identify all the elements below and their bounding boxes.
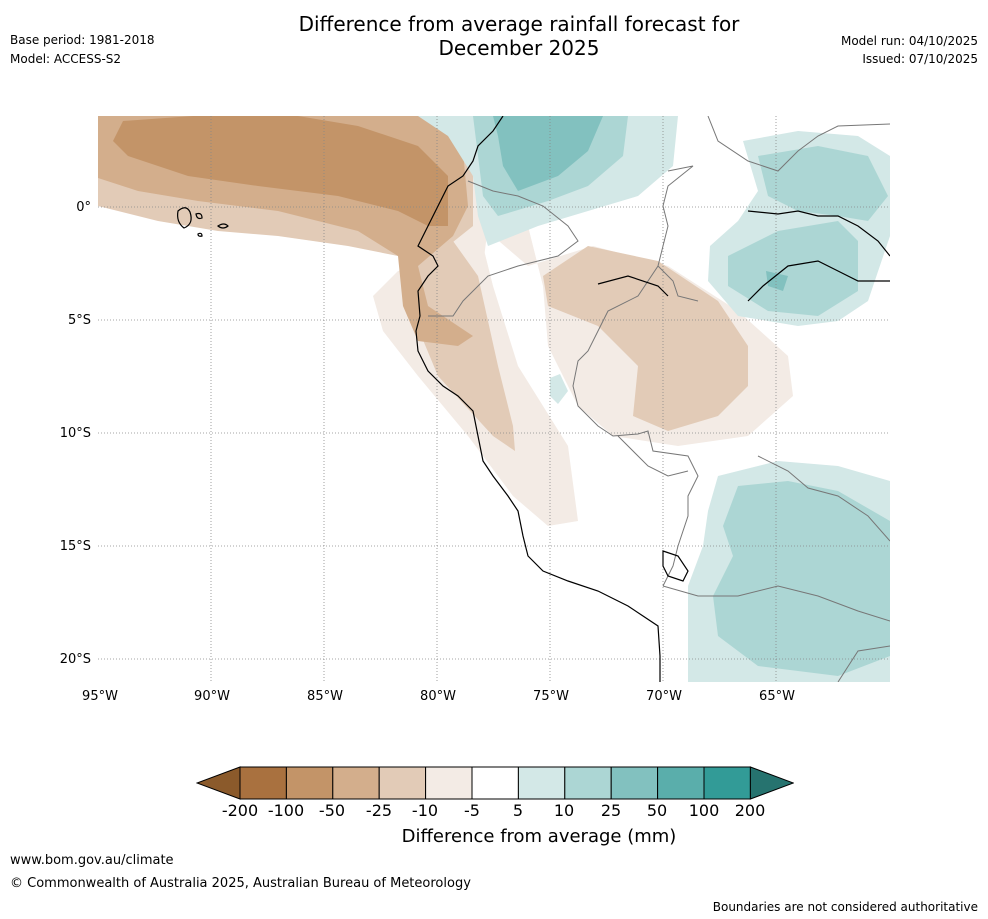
dry-zone-m25-amazon — [543, 246, 748, 431]
cb-tick-m100: -100 — [267, 801, 305, 820]
coastline — [415, 116, 890, 682]
wet-zone-10-east-south — [713, 481, 890, 676]
rainfall-anomaly-map — [98, 116, 890, 682]
colorbar-segment-m10_m5 — [425, 766, 473, 800]
map-svg — [98, 116, 890, 682]
dry-zone-m25-coast — [403, 241, 515, 451]
colorbar-title: Difference from average (mm) — [401, 826, 677, 847]
cb-tick-p100: 100 — [688, 801, 720, 820]
colorbar-extend-low — [195, 766, 241, 800]
colorbar-segment-p5_10 — [517, 766, 566, 800]
wet-zone-25-north — [493, 116, 603, 191]
cb-tick-m200: -200 — [221, 801, 259, 820]
lat-label-5s: 5°S — [67, 313, 91, 328]
lat-label-0: 0° — [76, 200, 91, 215]
colorbar-segment-m5_5 — [471, 766, 519, 800]
boundaries-disclaimer: Boundaries are not considered authoritat… — [712, 900, 978, 914]
colorbar-segment-m50_m25 — [332, 766, 380, 800]
lon-label-65w: 65°W — [759, 689, 795, 704]
dry-zone-m5 — [98, 116, 793, 446]
lon-label-95w: 95°W — [82, 689, 118, 704]
base-period: Base period: 1981-2018 — [10, 33, 155, 47]
colorbar-segment-m200_m100 — [239, 766, 287, 800]
lon-label-70w: 70°W — [646, 689, 682, 704]
cb-tick-m10: -10 — [411, 801, 439, 820]
lon-label-90w: 90°W — [194, 689, 230, 704]
cb-tick-p5: 5 — [512, 801, 524, 820]
lat-label-20s: 20°S — [59, 652, 91, 667]
wet-zone-25-spot — [766, 271, 788, 291]
colorbar-segment-p10_25 — [564, 766, 612, 800]
model-run: Model run: 04/10/2025 — [840, 34, 978, 48]
country-borders — [428, 116, 890, 682]
dry-zone-m100 — [113, 116, 448, 226]
cb-tick-p10: 10 — [553, 801, 575, 820]
cb-tick-m25: -25 — [365, 801, 393, 820]
lake-titicaca — [662, 550, 689, 582]
cb-tick-p25: 25 — [600, 801, 622, 820]
colorbar-segment-m100_m50 — [285, 766, 334, 800]
lon-label-85w: 85°W — [307, 689, 343, 704]
colorbar-segment-p100_200 — [703, 766, 751, 800]
copyright-notice: © Commonwealth of Australia 2025, Austra… — [10, 876, 471, 891]
graticule — [98, 116, 890, 682]
model-name: Model: ACCESS-S2 — [10, 52, 122, 66]
cb-tick-m50: -50 — [318, 801, 346, 820]
cb-tick-m5: -5 — [464, 801, 480, 820]
lat-label-15s: 15°S — [59, 539, 91, 554]
galapagos-islands — [177, 207, 229, 237]
chart-title: Difference from average rainfall forecas… — [194, 12, 844, 60]
lat-label-10s: 10°S — [59, 426, 91, 441]
wet-zone-5-inland — [550, 374, 568, 404]
title-line-1: Difference from average rainfall forecas… — [298, 12, 740, 36]
colorbar-extend-high — [749, 766, 795, 800]
colorbar — [195, 766, 795, 800]
colorbar-svg — [195, 766, 795, 800]
colorbar-segment-p50_100 — [657, 766, 705, 800]
lon-label-75w: 75°W — [533, 689, 569, 704]
colorbar-segment-p25_50 — [610, 766, 659, 800]
cb-tick-p50: 50 — [646, 801, 668, 820]
cb-tick-p200: 200 — [734, 801, 766, 820]
lon-label-80w: 80°W — [420, 689, 456, 704]
title-line-2: December 2025 — [438, 36, 600, 60]
issued-date: Issued: 07/10/2025 — [862, 52, 978, 66]
colorbar-segment-m25_m10 — [378, 766, 427, 800]
website-link[interactable]: www.bom.gov.au/climate — [10, 853, 174, 868]
